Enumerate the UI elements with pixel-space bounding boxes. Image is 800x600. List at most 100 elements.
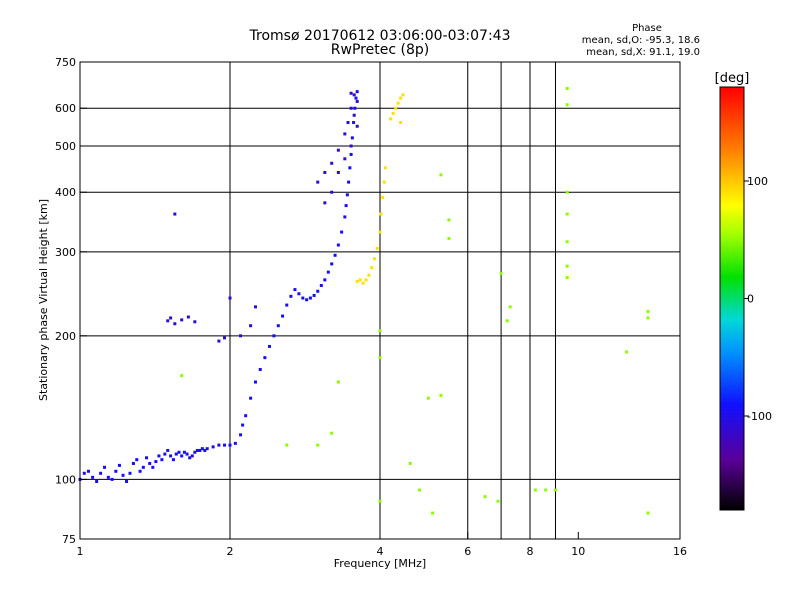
data-point — [361, 281, 365, 285]
x-tick-label: 10 — [571, 545, 585, 558]
data-point — [203, 448, 207, 452]
data-point — [151, 465, 155, 469]
colorbar-tick-label: 0 — [747, 293, 754, 306]
data-point — [352, 93, 356, 97]
data-point — [333, 253, 337, 257]
data-point — [228, 443, 232, 447]
data-point — [330, 431, 334, 435]
data-point — [91, 475, 95, 479]
data-point — [103, 465, 107, 469]
data-point — [352, 121, 356, 125]
data-point — [228, 296, 232, 300]
data-point — [258, 367, 262, 371]
data-point — [217, 443, 221, 447]
data-point — [565, 276, 569, 280]
data-point — [408, 461, 412, 465]
data-point — [190, 454, 194, 458]
data-point — [355, 124, 359, 128]
data-point — [312, 293, 316, 297]
data-point — [297, 292, 301, 296]
chart-title: Tromsø 20170612 03:06:00-03:07:43 — [249, 28, 511, 44]
data-point — [173, 322, 177, 326]
data-point — [565, 264, 569, 268]
data-point — [565, 212, 569, 216]
data-point — [169, 454, 173, 458]
data-point — [163, 452, 167, 456]
y-axis-label: Stationary phase Virtual Height [km] — [37, 199, 50, 401]
data-point — [154, 460, 158, 464]
x-tick-label: 2 — [227, 545, 234, 558]
data-point — [195, 448, 199, 452]
data-point — [565, 190, 569, 194]
data-point — [135, 458, 139, 462]
data-point — [330, 161, 334, 165]
data-point — [347, 180, 351, 184]
colorbar-tick-label: 100 — [747, 175, 768, 188]
data-point — [285, 303, 289, 307]
y-tick-label: 75 — [62, 533, 76, 546]
x-axis-label: Frequency [MHz] — [334, 557, 426, 570]
x-tick-label: 16 — [673, 545, 687, 558]
data-point — [401, 93, 405, 97]
data-point — [565, 240, 569, 244]
data-point — [508, 305, 512, 309]
data-point — [349, 152, 353, 156]
data-point — [439, 173, 443, 177]
colorbar-tick-label: -100 — [747, 410, 772, 423]
data-point — [646, 316, 650, 320]
y-tick-label: 300 — [55, 246, 76, 259]
data-point — [141, 465, 145, 469]
data-point — [349, 144, 353, 148]
data-point — [343, 215, 347, 219]
data-point — [217, 339, 221, 343]
data-point — [166, 319, 170, 323]
data-point — [345, 193, 349, 197]
data-point — [114, 469, 118, 473]
data-point — [157, 454, 161, 458]
data-point — [378, 356, 382, 360]
data-point — [239, 334, 243, 338]
data-point — [375, 246, 379, 250]
data-point — [308, 296, 312, 300]
data-point — [343, 132, 347, 136]
y-tick-label: 200 — [55, 330, 76, 343]
data-point — [367, 273, 371, 277]
data-point — [180, 318, 184, 322]
y-tick-label: 500 — [55, 140, 76, 153]
data-point — [625, 350, 629, 354]
data-point — [646, 309, 650, 313]
data-point — [336, 148, 340, 152]
data-point — [355, 90, 359, 94]
data-point — [253, 380, 257, 384]
data-point — [173, 212, 177, 216]
data-point — [86, 469, 90, 473]
data-point — [336, 243, 340, 247]
x-tick-label: 6 — [464, 545, 471, 558]
data-point — [110, 477, 114, 481]
data-point — [544, 488, 548, 492]
data-point — [180, 374, 184, 378]
data-point — [263, 356, 267, 360]
data-point — [239, 433, 243, 437]
data-point — [193, 450, 197, 454]
data-point — [223, 336, 227, 340]
data-point — [205, 447, 209, 451]
data-point — [355, 99, 359, 103]
data-point — [272, 334, 276, 338]
data-point — [348, 166, 352, 170]
data-point — [241, 423, 245, 427]
data-point — [353, 106, 357, 110]
data-point — [145, 456, 149, 460]
data-point — [316, 180, 320, 184]
data-point — [389, 117, 393, 121]
data-point — [323, 170, 327, 174]
data-point — [378, 230, 382, 234]
x-tick-label: 8 — [527, 545, 534, 558]
data-point — [496, 499, 500, 503]
data-point — [391, 111, 395, 115]
data-point — [281, 314, 285, 318]
data-point — [326, 270, 330, 274]
y-tick-label: 750 — [55, 56, 76, 69]
data-point — [128, 471, 132, 475]
